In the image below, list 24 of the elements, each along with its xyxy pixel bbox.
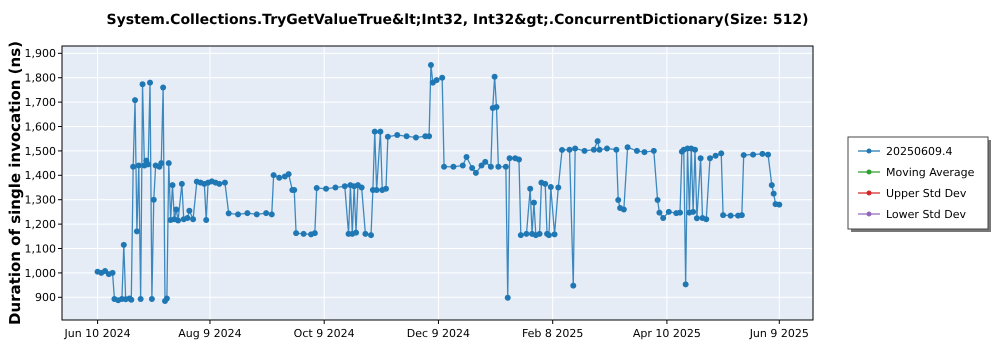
x-tick-label: Dec 9 2024	[406, 327, 470, 340]
chart-title: System.Collections.TryGetValueTrue&lt;Int32, Int32&gt;.ConcurrentDictionary(Size: 512)	[106, 12, 808, 28]
y-tick-label: 900	[35, 291, 56, 304]
y-tick-label: 1,900	[24, 47, 56, 60]
y-tick-label: 1,000	[24, 266, 56, 280]
x-tick-label: Aug 9 2024	[178, 327, 242, 340]
y-tick-label: 1,600	[24, 120, 56, 134]
y-tick-label: 1,400	[24, 169, 56, 182]
legend-label: Moving Average	[886, 166, 975, 179]
x-tick-label: Jun 9 2025	[748, 327, 809, 340]
y-tick-label: 1,100	[24, 242, 56, 256]
y-tick-label: 1,200	[24, 218, 56, 231]
x-tick-label: Apr 10 2025	[632, 327, 701, 340]
y-tick-label: 1,500	[24, 144, 56, 158]
y-tick-label: 1,700	[24, 96, 56, 109]
x-tick-label: Jun 10 2024	[64, 327, 131, 340]
y-tick-label: 1,300	[24, 194, 56, 207]
legend-label: Lower Std Dev	[886, 208, 966, 221]
y-axis-title: Duration of single invocation (ns)	[6, 41, 24, 325]
x-tick-label: Feb 8 2025	[522, 327, 584, 340]
y-tick-label: 1,800	[24, 72, 56, 85]
x-tick-label: Oct 9 2024	[294, 327, 355, 340]
legend-label: Upper Std Dev	[886, 186, 967, 200]
legend-label: 20250609.4	[886, 144, 952, 158]
